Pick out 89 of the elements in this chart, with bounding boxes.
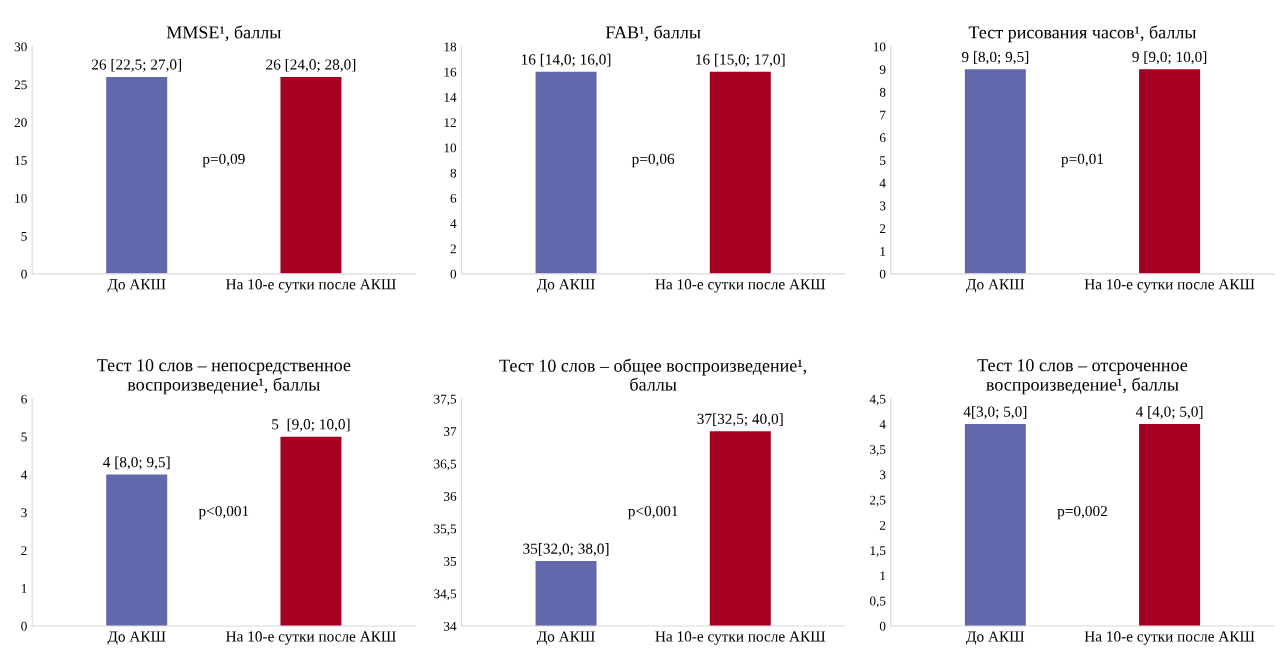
x-tick-label: На 10-е сутки после АКШ <box>1084 279 1255 293</box>
y-tick-label: 2 <box>21 546 27 555</box>
x-tick-label: До АКШ <box>966 631 1025 645</box>
annotation: p=0,002 <box>1057 505 1107 520</box>
annotation: p=0,06 <box>631 153 675 168</box>
y-tick-label: 12 <box>444 118 456 127</box>
y-tick-label: 3 <box>21 508 27 518</box>
y-tick-label: 15 <box>15 156 27 165</box>
y-tick-label: 0,5 <box>869 596 886 608</box>
y-tick-label: 20 <box>14 118 27 128</box>
y-tick-label: 37,5 <box>434 394 457 406</box>
y-tick-label: 0 <box>21 621 27 631</box>
y-tick-label: 7 <box>880 110 886 120</box>
data-label: 4[3,0; 5,0] <box>963 406 1027 419</box>
x-tick-label: До АКШ <box>107 279 166 293</box>
x-tick-label: На 10-е сутки после АКШ <box>226 279 396 293</box>
y-tick-label: 3 <box>879 201 886 211</box>
data-label: 9 [8,0; 9,5] <box>961 51 1029 65</box>
annotation: p<0,001 <box>628 505 678 520</box>
data-label: 26 [22,5; 27,0] <box>91 58 181 72</box>
y-tick-label: 0 <box>879 269 886 279</box>
y-tick-label: 1 <box>880 571 886 581</box>
y-tick-label: 36 <box>444 492 457 501</box>
y-tick-label: 2 <box>879 224 886 233</box>
y-tick-label: 5 <box>21 432 27 442</box>
annotation: p=0,09 <box>202 153 245 168</box>
y-tick-label: 2 <box>450 244 456 254</box>
chart-title: FAB¹, баллы <box>605 25 701 42</box>
y-tick-label: 35,5 <box>434 524 457 536</box>
x-tick-label: До АКШ <box>536 279 595 293</box>
chart-title: MMSE¹, баллы <box>166 25 281 42</box>
y-tick-label: 25 <box>14 80 27 90</box>
y-tick-label: 6 <box>879 133 886 143</box>
y-tick-label: 2,5 <box>870 495 886 507</box>
data-label: 4 [4,0; 5,0] <box>1135 406 1203 419</box>
x-tick-label: На 10-е сутки после АКШ <box>655 279 826 293</box>
y-tick-label: 1 <box>21 584 27 593</box>
y-tick-label: 0 <box>879 621 886 631</box>
y-tick-label: 4,5 <box>869 394 886 406</box>
x-tick-label: На 10-е сутки после АКШ <box>226 631 396 645</box>
y-tick-label: 6 <box>450 193 457 203</box>
chart-title: Тест 10 слов – непосредственное воспроизведение¹, баллы <box>97 359 351 395</box>
y-tick-label: 4 <box>20 470 28 480</box>
y-tick-label: 10 <box>873 42 886 52</box>
y-tick-label: 5 <box>880 156 886 165</box>
y-tick-label: 35 <box>444 556 457 566</box>
y-tick-label: 1,5 <box>870 546 886 557</box>
data-label: 4 [8,0; 9,5] <box>103 456 170 470</box>
x-tick-label: До АКШ <box>536 631 595 645</box>
data-label: 9 [9,0; 10,0] <box>1132 51 1207 65</box>
y-tick-label: 37 <box>444 427 457 436</box>
x-tick-label: На 10-е сутки после АКШ <box>1084 631 1255 645</box>
annotation: p<0,001 <box>198 505 249 520</box>
y-tick-label: 6 <box>21 394 27 404</box>
y-tick-label: 3 <box>879 470 886 480</box>
x-tick-label: До АКШ <box>107 631 166 645</box>
y-tick-label: 1 <box>880 246 886 256</box>
data-label: 16 [15,0; 17,0] <box>696 53 785 67</box>
data-label: 16 [14,0; 16,0] <box>521 53 611 67</box>
data-label: 26 [24,0; 28,0] <box>266 58 356 72</box>
y-tick-label: 10 <box>15 193 27 203</box>
data-label: 35[32,0; 38,0] <box>523 543 609 557</box>
y-tick-label: 3,5 <box>870 445 886 456</box>
x-tick-label: До АКШ <box>966 279 1025 293</box>
y-tick-label: 14 <box>444 92 457 102</box>
y-tick-label: 2 <box>879 520 886 530</box>
y-tick-label: 30 <box>14 42 27 52</box>
y-tick-label: 16 <box>444 67 457 77</box>
y-tick-label: 0 <box>450 269 457 279</box>
data-label: 5 [9,0; 10,0] <box>272 418 350 432</box>
y-tick-label: 18 <box>444 42 457 52</box>
chart-title: Тест 10 слов – общее воспроизведение¹, баллы <box>499 358 807 391</box>
y-tick-label: 8 <box>450 168 457 178</box>
y-tick-label: 5 <box>21 231 27 241</box>
y-tick-label: 4 <box>450 219 457 228</box>
chart-title: Тест рисования часов¹, баллы <box>968 25 1197 43</box>
y-tick-label: 8 <box>879 87 886 97</box>
chart-title: Тест 10 слов – отсроченное воспроизведение¹, баллы <box>977 359 1188 395</box>
y-tick-label: 0 <box>21 269 27 279</box>
y-tick-label: 36,5 <box>434 459 457 471</box>
y-tick-label: 10 <box>444 143 457 153</box>
y-tick-label: 4 <box>879 419 886 429</box>
y-tick-label: 4 <box>879 178 886 188</box>
y-tick-label: 34,5 <box>434 589 457 601</box>
y-tick-label: 9 <box>879 65 886 75</box>
annotation: p=0,01 <box>1061 153 1104 168</box>
data-label: 37[32,5; 40,0] <box>697 413 783 427</box>
x-tick-label: На 10-е сутки после АКШ <box>655 631 826 645</box>
y-tick-label: 34 <box>444 621 457 631</box>
